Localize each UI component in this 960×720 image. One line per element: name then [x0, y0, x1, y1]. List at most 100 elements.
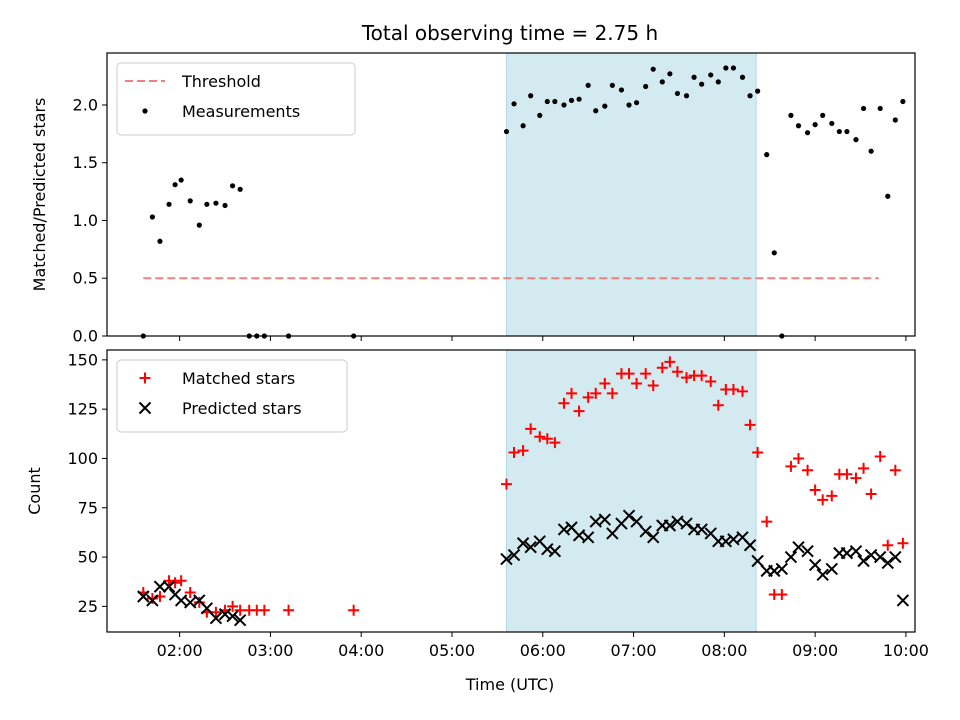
data-point	[764, 152, 770, 158]
y-axis-label: Count	[25, 467, 44, 515]
data-point	[877, 105, 883, 112]
data-point	[739, 74, 746, 80]
data-point	[576, 96, 582, 102]
data-point	[820, 112, 826, 118]
chart-title: Total observing time = 2.75 h	[361, 21, 658, 45]
data-point	[172, 182, 178, 188]
panel-frame	[106, 349, 916, 633]
data-point	[233, 613, 247, 627]
legend-label: Predicted stars	[182, 399, 302, 418]
data-point	[737, 385, 749, 397]
data-point	[544, 98, 550, 105]
data-point	[184, 596, 197, 609]
data-point	[548, 544, 562, 558]
data-point	[229, 183, 236, 189]
data-point	[825, 562, 838, 576]
x-tick-label: 07:00	[611, 641, 657, 660]
data-point	[149, 214, 155, 220]
y-tick-label: 100	[67, 449, 98, 468]
data-point	[643, 83, 649, 90]
legend: Matched stars Predicted stars	[116, 359, 348, 433]
data-point	[727, 533, 740, 546]
data-point	[623, 368, 635, 380]
panel-1: 0.0 0.5 1.0 1.5 2.0 Matched/Predicted stars Th…	[30, 52, 916, 346]
data-point	[784, 550, 798, 564]
data-point	[520, 123, 526, 129]
data-point	[552, 98, 558, 105]
data-point	[792, 452, 804, 464]
y-tick-label: 0.5	[73, 269, 98, 288]
data-point	[747, 93, 753, 99]
data-point	[788, 112, 794, 118]
data-point	[730, 65, 737, 71]
data-point	[874, 450, 886, 462]
data-point	[633, 100, 640, 106]
x-tick-label: 06:00	[520, 641, 566, 660]
y-tick-label: 1.0	[73, 211, 98, 230]
data-point	[162, 580, 176, 593]
data-point	[557, 523, 571, 536]
data-point	[606, 527, 619, 540]
data-point	[157, 238, 163, 244]
data-point	[683, 93, 690, 99]
legend-label: Matched stars	[182, 369, 295, 388]
x-tick-label: 03:00	[247, 641, 293, 660]
data-point	[227, 600, 239, 612]
panel-frame	[106, 52, 916, 337]
data-point	[809, 484, 821, 496]
data-point	[585, 82, 591, 88]
data-point	[537, 112, 543, 118]
data-point	[561, 102, 567, 108]
data-point	[568, 97, 575, 103]
data-point	[889, 550, 902, 564]
data-point	[566, 387, 578, 399]
data-point	[897, 537, 909, 549]
data-point	[896, 594, 910, 607]
data-point	[671, 366, 683, 378]
data-point	[836, 128, 842, 135]
data-point	[647, 379, 659, 391]
data-point	[691, 74, 697, 80]
data-point	[829, 120, 835, 127]
data-point	[743, 539, 757, 552]
data-point	[695, 523, 708, 536]
data-point	[204, 201, 210, 207]
y-tick-label: 150	[67, 350, 98, 369]
data-point	[525, 423, 537, 435]
data-point	[630, 515, 643, 528]
data-point	[715, 79, 721, 85]
data-point	[137, 590, 150, 603]
data-point	[503, 128, 510, 135]
data-point	[696, 370, 708, 382]
y-axis-label: Matched/Predicted stars	[30, 98, 49, 292]
data-point	[849, 544, 863, 558]
x-tick-label: 02:00	[157, 641, 203, 660]
data-point	[508, 447, 520, 459]
legend: Threshold Measurements	[116, 62, 356, 136]
y-tick-label: 1.5	[73, 153, 98, 172]
data-point	[209, 611, 223, 625]
data-point	[258, 604, 270, 616]
series-measurements	[140, 65, 906, 339]
data-point	[213, 200, 219, 206]
x-tick-label: 04:00	[338, 641, 384, 660]
data-point	[175, 575, 187, 587]
data-point	[146, 594, 159, 607]
data-point	[283, 604, 295, 616]
data-point	[602, 103, 608, 109]
data-point	[622, 509, 636, 522]
data-point	[860, 105, 867, 112]
data-point	[517, 445, 529, 457]
data-point	[163, 575, 175, 587]
data-point	[744, 419, 756, 431]
data-point	[671, 515, 684, 528]
y-tick-label: 25	[78, 597, 98, 616]
data-point	[549, 437, 561, 449]
data-point	[528, 93, 534, 99]
legend-label: Threshold	[181, 72, 261, 91]
data-point	[500, 478, 512, 490]
data-point	[541, 542, 554, 556]
data-point	[598, 513, 612, 526]
data-point	[858, 462, 870, 474]
